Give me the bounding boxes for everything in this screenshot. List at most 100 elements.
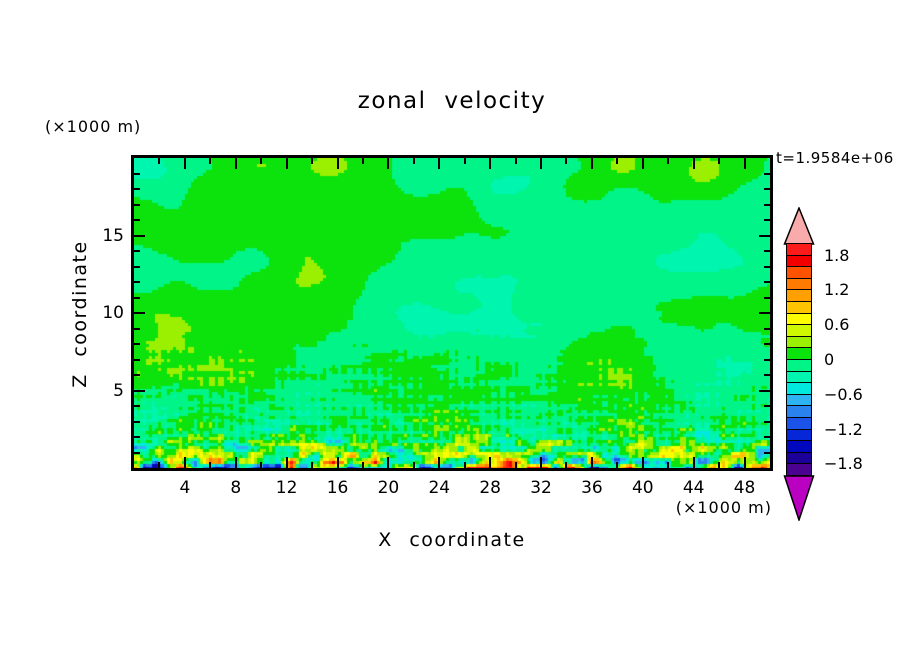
tick-mark	[209, 462, 211, 468]
tick-mark	[134, 250, 140, 252]
tick-mark	[134, 328, 140, 330]
x-tick-label: 24	[428, 478, 451, 498]
tick-mark	[764, 297, 770, 299]
tick-mark	[337, 457, 339, 468]
y-axis-unit-label: (×1000 m)	[45, 117, 142, 136]
contour-field-canvas	[134, 158, 770, 468]
tick-mark	[134, 188, 140, 190]
tick-mark	[759, 235, 770, 237]
tick-mark	[642, 158, 644, 169]
y-axis-title: Z coordinate	[69, 240, 91, 388]
tick-mark	[260, 158, 262, 164]
tick-mark	[616, 158, 618, 164]
x-axis-unit-label: (×1000 m)	[675, 498, 772, 517]
time-annotation: t=1.9584e+06	[776, 149, 894, 167]
tick-mark	[134, 343, 140, 345]
tick-mark	[209, 158, 211, 164]
tick-mark	[464, 462, 466, 468]
tick-mark	[134, 452, 140, 454]
tick-mark	[184, 457, 186, 468]
tick-mark	[235, 158, 237, 169]
tick-mark	[387, 457, 389, 468]
tick-mark	[438, 158, 440, 169]
tick-mark	[616, 462, 618, 468]
plot-frame	[131, 155, 773, 471]
tick-mark	[286, 457, 288, 468]
tick-mark	[718, 158, 720, 164]
x-tick-label: 36	[581, 478, 603, 498]
x-axis-title: X coordinate	[378, 529, 526, 551]
tick-mark	[718, 462, 720, 468]
x-tick-label: 16	[326, 478, 349, 498]
tick-mark	[591, 158, 593, 169]
tick-mark	[413, 158, 415, 164]
plot-title: zonal velocity	[357, 88, 547, 114]
tick-mark	[134, 374, 140, 376]
colorbar-under-arrow	[783, 475, 815, 521]
tick-mark	[134, 235, 145, 237]
tick-mark	[464, 158, 466, 164]
tick-mark	[158, 462, 160, 468]
tick-mark	[362, 462, 364, 468]
tick-mark	[134, 204, 140, 206]
x-tick-label: 32	[530, 478, 552, 498]
tick-mark	[764, 359, 770, 361]
tick-mark	[759, 390, 770, 392]
tick-mark	[540, 158, 542, 169]
colorbar-label: 1.2	[824, 280, 850, 300]
tick-mark	[764, 173, 770, 175]
tick-mark	[764, 343, 770, 345]
tick-mark	[134, 359, 140, 361]
tick-mark	[764, 281, 770, 283]
y-tick-label: 15	[102, 225, 124, 246]
tick-mark	[134, 405, 140, 407]
tick-mark	[759, 312, 770, 314]
x-tick-label: 48	[733, 478, 756, 498]
tick-mark	[764, 188, 770, 190]
tick-mark	[337, 158, 339, 169]
tick-mark	[311, 158, 313, 164]
tick-mark	[489, 158, 491, 169]
tick-mark	[134, 219, 140, 221]
tick-mark	[565, 462, 567, 468]
tick-mark	[134, 421, 140, 423]
tick-mark	[667, 158, 669, 164]
tick-mark	[489, 457, 491, 468]
x-tick-label: 12	[275, 478, 298, 498]
tick-mark	[764, 250, 770, 252]
tick-mark	[184, 158, 186, 169]
tick-mark	[565, 158, 567, 164]
y-tick-label: 5	[113, 380, 124, 401]
tick-mark	[540, 457, 542, 468]
tick-mark	[260, 462, 262, 468]
tick-mark	[438, 457, 440, 468]
x-tick-label: 20	[377, 478, 400, 498]
colorbar-label: −1.2	[824, 419, 863, 439]
colorbar-label: −0.6	[824, 384, 863, 404]
tick-mark	[693, 457, 695, 468]
tick-mark	[235, 457, 237, 468]
tick-mark	[134, 390, 145, 392]
tick-mark	[387, 158, 389, 169]
x-tick-label: 4	[179, 478, 191, 498]
tick-mark	[134, 436, 140, 438]
colorbar-label: 1.8	[824, 245, 850, 265]
tick-mark	[667, 462, 669, 468]
colorbar: 1.8 1.2 0.6 0 −0.6 −1.2 −1.8	[783, 207, 904, 522]
tick-mark	[158, 158, 160, 164]
tick-mark	[744, 158, 746, 169]
tick-mark	[764, 204, 770, 206]
tick-mark	[642, 457, 644, 468]
tick-mark	[764, 266, 770, 268]
tick-mark	[744, 457, 746, 468]
tick-mark	[134, 312, 145, 314]
tick-mark	[286, 158, 288, 169]
tick-mark	[134, 281, 140, 283]
tick-mark	[515, 462, 517, 468]
x-tick-label: 8	[230, 478, 242, 498]
tick-mark	[764, 374, 770, 376]
tick-mark	[764, 405, 770, 407]
colorbar-label: 0	[824, 350, 835, 369]
tick-mark	[311, 462, 313, 468]
x-tick-label: 44	[682, 478, 705, 498]
